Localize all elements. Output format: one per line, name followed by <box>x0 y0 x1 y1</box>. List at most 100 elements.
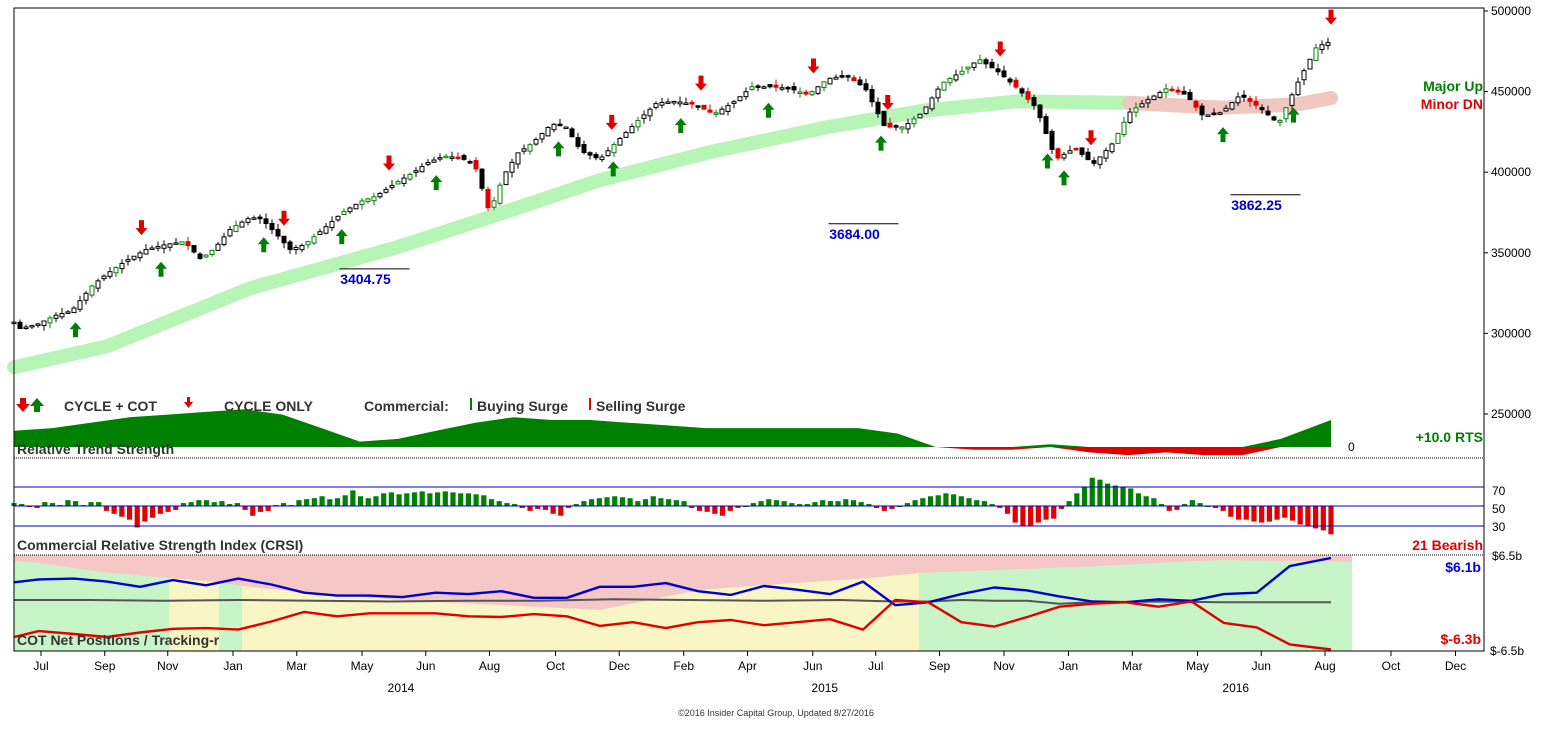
crsi-bar <box>73 501 79 506</box>
cot-bottom-tick: $-6.5b <box>1490 644 1524 658</box>
price-tick-label: 350000 <box>1491 246 1531 260</box>
candle-body <box>1265 110 1271 116</box>
candle-body <box>797 91 803 94</box>
candle-body <box>731 101 737 104</box>
candle-body <box>713 112 719 115</box>
crsi-bar <box>1266 506 1272 522</box>
crsi-bar <box>434 492 441 506</box>
candle-body <box>281 235 287 244</box>
price-tick-label: 250000 <box>1491 407 1531 421</box>
buy-signal-arrow <box>607 161 620 177</box>
candle-body <box>221 236 227 245</box>
candle-body <box>125 259 131 262</box>
crsi-bar <box>1004 506 1011 514</box>
candle-body <box>245 218 251 223</box>
candle-body <box>767 84 773 88</box>
crsi-bar <box>1035 506 1041 523</box>
crsi-bar <box>1174 506 1180 510</box>
crsi-bar <box>1305 506 1311 527</box>
crsi-bar <box>712 506 718 514</box>
candle-body <box>1241 94 1247 98</box>
candle-body <box>275 228 281 237</box>
candle-body <box>227 229 233 237</box>
crsi-bar <box>49 503 56 506</box>
candle-body <box>197 253 203 259</box>
crsi-bar <box>881 506 887 511</box>
candle-body <box>959 70 965 75</box>
crsi-bar <box>1120 487 1126 506</box>
candle-body <box>593 154 599 159</box>
crsi-bar <box>1051 506 1057 519</box>
buy-signal-arrow <box>1041 153 1054 169</box>
x-year-label: 2016 <box>1222 681 1249 695</box>
candle-body <box>605 150 611 157</box>
crsi-bar <box>1143 496 1149 506</box>
buy-signal-arrow <box>674 118 687 134</box>
crsi-bar <box>1158 504 1165 506</box>
crsi-bar <box>427 493 433 506</box>
candle-body <box>443 155 449 159</box>
candle-body <box>29 324 35 328</box>
crsi-bar <box>927 496 934 506</box>
x-tick-label: Dec <box>1445 659 1466 673</box>
candle-body <box>1169 88 1175 92</box>
candle-body <box>1163 88 1169 93</box>
candle-body <box>233 225 239 233</box>
candle-body <box>1037 104 1043 119</box>
candle-body <box>773 84 779 88</box>
candle-body <box>419 166 425 173</box>
crsi-bar <box>227 504 233 506</box>
x-tick-label: Feb <box>673 659 694 673</box>
crsi-bar <box>1105 483 1111 506</box>
candle-body <box>1211 112 1217 116</box>
crsi-bar <box>612 496 618 506</box>
crsi-bar <box>350 490 356 506</box>
candle-body <box>209 249 215 255</box>
x-tick-label: Jul <box>33 659 48 673</box>
candle-body <box>845 75 851 78</box>
crsi-bar <box>342 495 348 506</box>
cot-blue-line <box>13 556 1332 607</box>
candle-body <box>935 88 941 99</box>
major-trend-label: Major Up <box>1423 78 1483 94</box>
crsi-bar <box>850 500 857 506</box>
crsi-bar <box>689 506 695 508</box>
candle-body <box>893 125 899 128</box>
candle-body <box>179 241 185 245</box>
rts-negative-area <box>14 447 1331 456</box>
candle-body <box>689 101 695 105</box>
crsi-bar <box>1058 506 1065 509</box>
candle-body <box>407 173 413 180</box>
candle-body <box>497 184 503 204</box>
candle-body <box>653 103 659 108</box>
candle-body <box>1319 44 1325 50</box>
crsi-bar <box>981 501 988 506</box>
crsi-bar <box>419 491 425 506</box>
crsi-bar <box>1282 506 1288 518</box>
candle-body <box>1151 95 1157 101</box>
rts-zero-label: 0 <box>1348 440 1355 454</box>
x-tick-label: Apr <box>738 659 757 673</box>
x-tick-label: Jun <box>803 659 822 673</box>
candle-body <box>833 76 839 80</box>
crsi-bar <box>735 506 741 508</box>
crsi-bar <box>188 502 194 506</box>
candle-body <box>149 247 155 251</box>
crsi-bar <box>1228 506 1234 517</box>
candle-body <box>869 88 875 103</box>
crsi-tick-30: 30 <box>1492 520 1506 534</box>
crsi-bar <box>589 499 595 506</box>
candle-body <box>953 74 959 81</box>
crsi-bar <box>157 506 163 514</box>
candle-body <box>587 152 593 156</box>
buy-signal-arrow <box>335 229 348 245</box>
crsi-bar <box>1189 500 1195 506</box>
crsi-bar <box>88 502 94 506</box>
candle-body <box>191 245 197 253</box>
candle-body <box>251 217 257 220</box>
price-tick-label: 300000 <box>1491 326 1531 340</box>
candle-body <box>1187 91 1193 101</box>
candle-body <box>1229 102 1235 110</box>
sell-signal-arrow <box>605 114 618 130</box>
